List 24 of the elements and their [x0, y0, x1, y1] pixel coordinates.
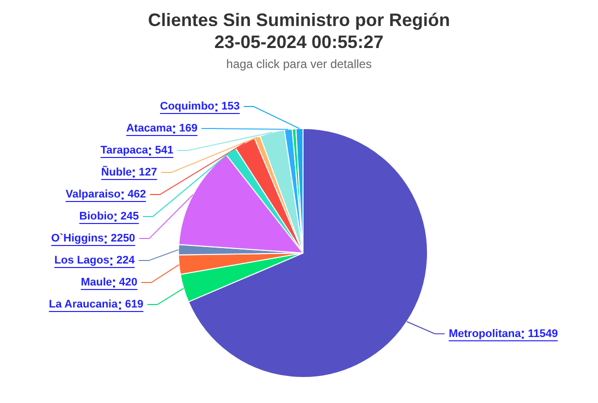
- data-label: 245: [120, 210, 139, 223]
- data-label: 127: [138, 166, 158, 179]
- slice-label: Coquimbo: [160, 100, 215, 113]
- slice-label: Ñuble: [101, 166, 132, 179]
- slice-label: La Araucania: [48, 298, 118, 311]
- slice-label: Metropolitana: [448, 328, 522, 340]
- chart-subtitle: haga click para ver detalles: [225, 57, 373, 71]
- slice-label: Atacama: [126, 122, 173, 135]
- data-label: 2250: [110, 232, 136, 245]
- data-label: 169: [179, 122, 198, 135]
- data-label: 153: [221, 100, 240, 113]
- slice-label: Maule: [80, 276, 112, 289]
- slice-label: Los Lagos: [54, 254, 110, 267]
- data-label: 541: [154, 144, 174, 157]
- slice-label: Valparaiso: [66, 188, 121, 201]
- slice-label: Tarapaca: [100, 144, 149, 157]
- data-label: 224: [116, 254, 136, 267]
- slice-label: O`Higgins: [51, 232, 104, 245]
- chart-title: Clientes Sin Suministro por Región 23-05-2024 00:55:27: [146, 9, 452, 53]
- data-label: 462: [128, 188, 146, 201]
- data-label: 619: [125, 298, 144, 311]
- slice-label: Biobio: [79, 210, 114, 223]
- data-label: 11549: [528, 328, 558, 340]
- data-label: 420: [119, 276, 138, 289]
